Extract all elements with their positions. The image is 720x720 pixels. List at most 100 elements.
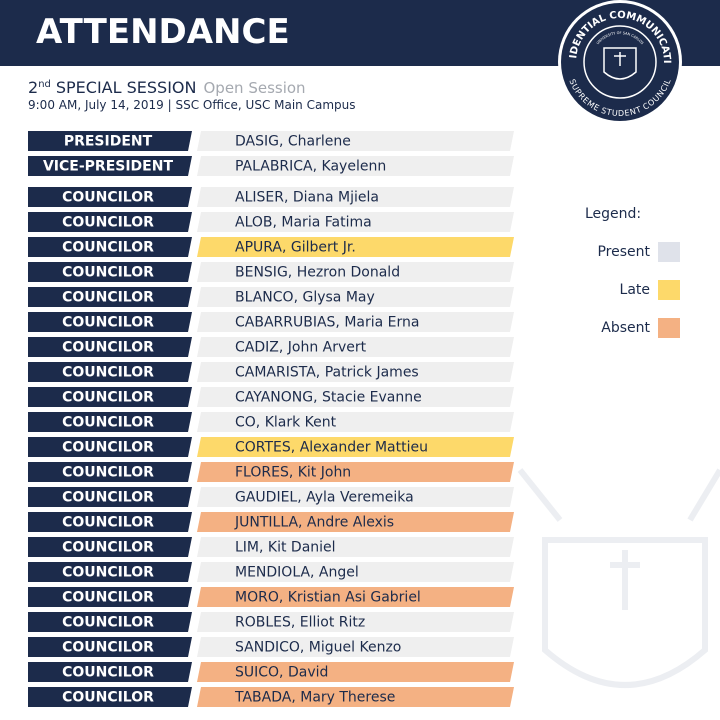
member-name: APURA, Gilbert Jr. [235,240,356,256]
attendance-row: COUNCILOR SANDICO, Miguel Kenzo [28,637,514,657]
position-box [28,637,192,657]
attendance-row: COUNCILOR TABADA, Mary Therese [28,687,514,707]
name-box [197,412,514,432]
position: COUNCILOR [62,690,154,706]
position-box [28,212,192,232]
position: COUNCILOR [62,465,154,481]
name-box [197,587,514,607]
legend-label: Late [620,282,650,298]
position: COUNCILOR [62,440,154,456]
attendance-row: COUNCILOR BLANCO, Glysa May [28,287,514,307]
position-box [28,156,192,176]
legend-label: Absent [601,320,650,336]
member-name: ALISER, Diana Mjiela [235,190,379,206]
name-box [197,287,514,307]
member-name: SUICO, David [235,665,328,681]
position-box [28,312,192,332]
name-box [197,262,514,282]
member-name: ALOB, Maria Fatima [235,215,372,231]
attendance-list: PRESIDENT DASIG, Charlene VICE-PRESIDENT PA… [28,131,514,707]
attendance-row: COUNCILOR CAMARISTA, Patrick James [28,362,514,382]
position-box [28,287,192,307]
session-details: 9:00 AM, July 14, 2019 | SSC Office, USC… [28,98,356,112]
position-box [28,412,192,432]
attendance-row: COUNCILOR CADIZ, John Arvert [28,337,514,357]
session-suffix: nd [38,79,51,90]
attendance-row: COUNCILOR MORO, Kristian Asi Gabriel [28,587,514,607]
attendance-row: COUNCILOR FLORES, Kit John [28,462,514,482]
position: COUNCILOR [62,515,154,531]
name-box [197,462,514,482]
member-name: CAMARISTA, Patrick James [235,365,419,381]
member-name: PALABRICA, Kayelenn [235,159,386,175]
name-box [197,487,514,507]
position: VICE-PRESIDENT [43,159,173,175]
name-box [197,387,514,407]
position-box [28,587,192,607]
position-box [28,362,192,382]
session-title: 2nd SPECIAL SESSION Open Session [28,78,306,97]
member-name: CO, Klark Kent [235,415,337,431]
attendance-row: VICE-PRESIDENT PALABRICA, Kayelenn [28,156,514,176]
position-box [28,262,192,282]
member-name: GAUDIEL, Ayla Veremeika [235,490,414,506]
name-box [197,537,514,557]
legend-swatch [658,318,680,338]
position: COUNCILOR [62,590,154,606]
position-box [28,131,192,151]
position: COUNCILOR [62,490,154,506]
member-name: MENDIOLA, Angel [235,565,359,581]
position-box [28,612,192,632]
name-box [197,131,514,151]
position-box [28,662,192,682]
member-name: CAYANONG, Stacie Evanne [235,390,422,406]
attendance-row: COUNCILOR GAUDIEL, Ayla Veremeika [28,487,514,507]
member-name: CABARRUBIAS, Maria Erna [235,315,419,331]
session-type: Open Session [203,79,305,97]
position-box [28,462,192,482]
member-name: BENSIG, Hezron Donald [235,265,400,281]
session-number: 2 [28,78,38,97]
session-name: SPECIAL SESSION [56,78,197,97]
position: COUNCILOR [62,290,154,306]
attendance-row: COUNCILOR CORTES, Alexander Mattieu [28,437,514,457]
member-name: CADIZ, John Arvert [235,340,367,356]
position: COUNCILOR [62,215,154,231]
position: COUNCILOR [62,190,154,206]
name-box [197,687,514,707]
name-box [197,156,514,176]
position: COUNCILOR [62,365,154,381]
name-box [197,612,514,632]
position-box [28,437,192,457]
member-name: LIM, Kit Daniel [235,540,336,556]
position: COUNCILOR [62,540,154,556]
position: PRESIDENT [64,134,153,150]
member-name: TABADA, Mary Therese [234,690,395,706]
position-box [28,562,192,582]
legend-swatch [658,280,680,300]
member-name: SANDICO, Miguel Kenzo [235,640,401,656]
position: COUNCILOR [62,415,154,431]
position-box [28,512,192,532]
attendance-row: COUNCILOR CAYANONG, Stacie Evanne [28,387,514,407]
position: COUNCILOR [62,340,154,356]
attendance-row: COUNCILOR JUNTILLA, Andre Alexis [28,512,514,532]
position: COUNCILOR [62,240,154,256]
position: COUNCILOR [62,640,154,656]
position: COUNCILOR [62,390,154,406]
attendance-row: COUNCILOR APURA, Gilbert Jr. [28,237,514,257]
position-box [28,237,192,257]
legend-swatch [658,242,680,262]
attendance-row: COUNCILOR ALISER, Diana Mjiela [28,187,514,207]
position: COUNCILOR [62,265,154,281]
attendance-row: COUNCILOR ALOB, Maria Fatima [28,212,514,232]
attendance-row: COUNCILOR CO, Klark Kent [28,412,514,432]
name-box [197,512,514,532]
name-box [197,437,514,457]
member-name: ROBLES, Elliot Ritz [235,615,365,631]
position: COUNCILOR [62,615,154,631]
name-box [197,562,514,582]
position-box [28,687,192,707]
title: ATTENDANCE [36,12,290,52]
